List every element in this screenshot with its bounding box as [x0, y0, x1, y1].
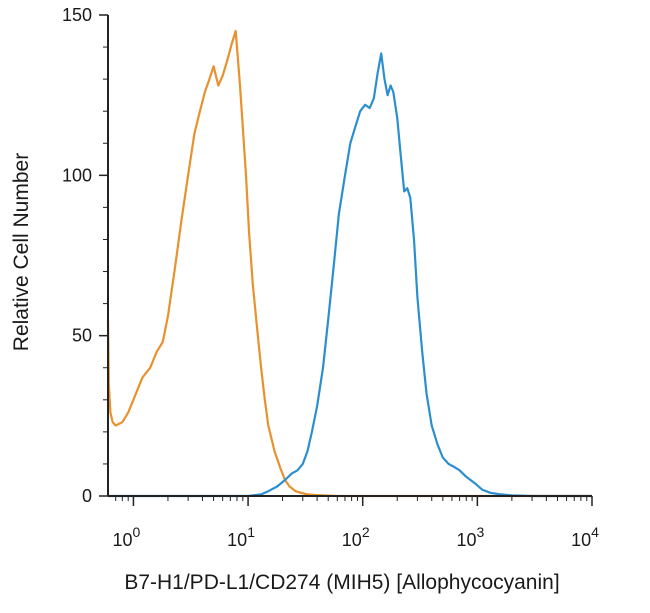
y-axis-title: Relative Cell Number — [10, 153, 33, 351]
y-tick-label: 0 — [82, 486, 92, 506]
x-tick-label: 104 — [571, 524, 599, 550]
x-tick-label: 102 — [342, 524, 370, 550]
y-tick-label: 100 — [62, 165, 92, 185]
x-axis-title: B7-H1/PD-L1/CD274 (MIH5) [Allophycocyani… — [124, 571, 559, 594]
x-tick-label: 101 — [227, 524, 255, 550]
axes: 0 50 100 150 100 101 102 103 104 — [62, 5, 599, 550]
y-tick-label: 50 — [72, 326, 92, 346]
y-tick-label: 150 — [62, 5, 92, 25]
plot-area — [106, 29, 592, 498]
x-tick-label: 103 — [456, 524, 484, 550]
histogram-series-1 — [106, 29, 592, 498]
x-tick-label: 100 — [113, 524, 141, 550]
histogram-series-2 — [108, 52, 592, 498]
